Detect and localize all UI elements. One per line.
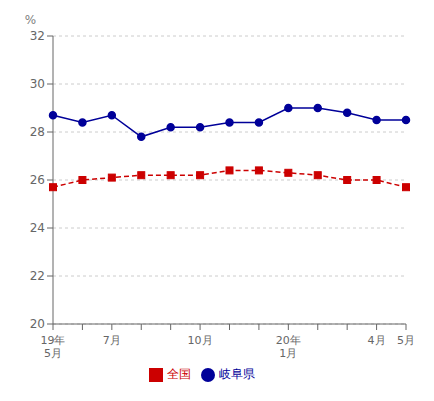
svg-text:32: 32 bbox=[30, 29, 45, 43]
svg-text:%: % bbox=[25, 13, 36, 27]
svg-text:5月: 5月 bbox=[397, 334, 415, 347]
html-text:岐阜県: 岐阜県 bbox=[219, 367, 255, 381]
svg-text:4月: 4月 bbox=[368, 334, 386, 347]
svg-text:19年5月: 19年5月 bbox=[41, 334, 66, 360]
svg-text:26: 26 bbox=[30, 173, 45, 187]
html-text:全国: 全国 bbox=[167, 367, 191, 381]
svg-text:10月: 10月 bbox=[188, 334, 213, 347]
svg-text:7月: 7月 bbox=[103, 334, 121, 347]
svg-text:22: 22 bbox=[30, 269, 45, 283]
svg-text:20: 20 bbox=[30, 317, 45, 331]
svg-text:24: 24 bbox=[30, 221, 45, 235]
svg-text:20年1月: 20年1月 bbox=[276, 334, 301, 360]
svg-text:28: 28 bbox=[30, 125, 45, 139]
svg-text:30: 30 bbox=[30, 77, 45, 91]
